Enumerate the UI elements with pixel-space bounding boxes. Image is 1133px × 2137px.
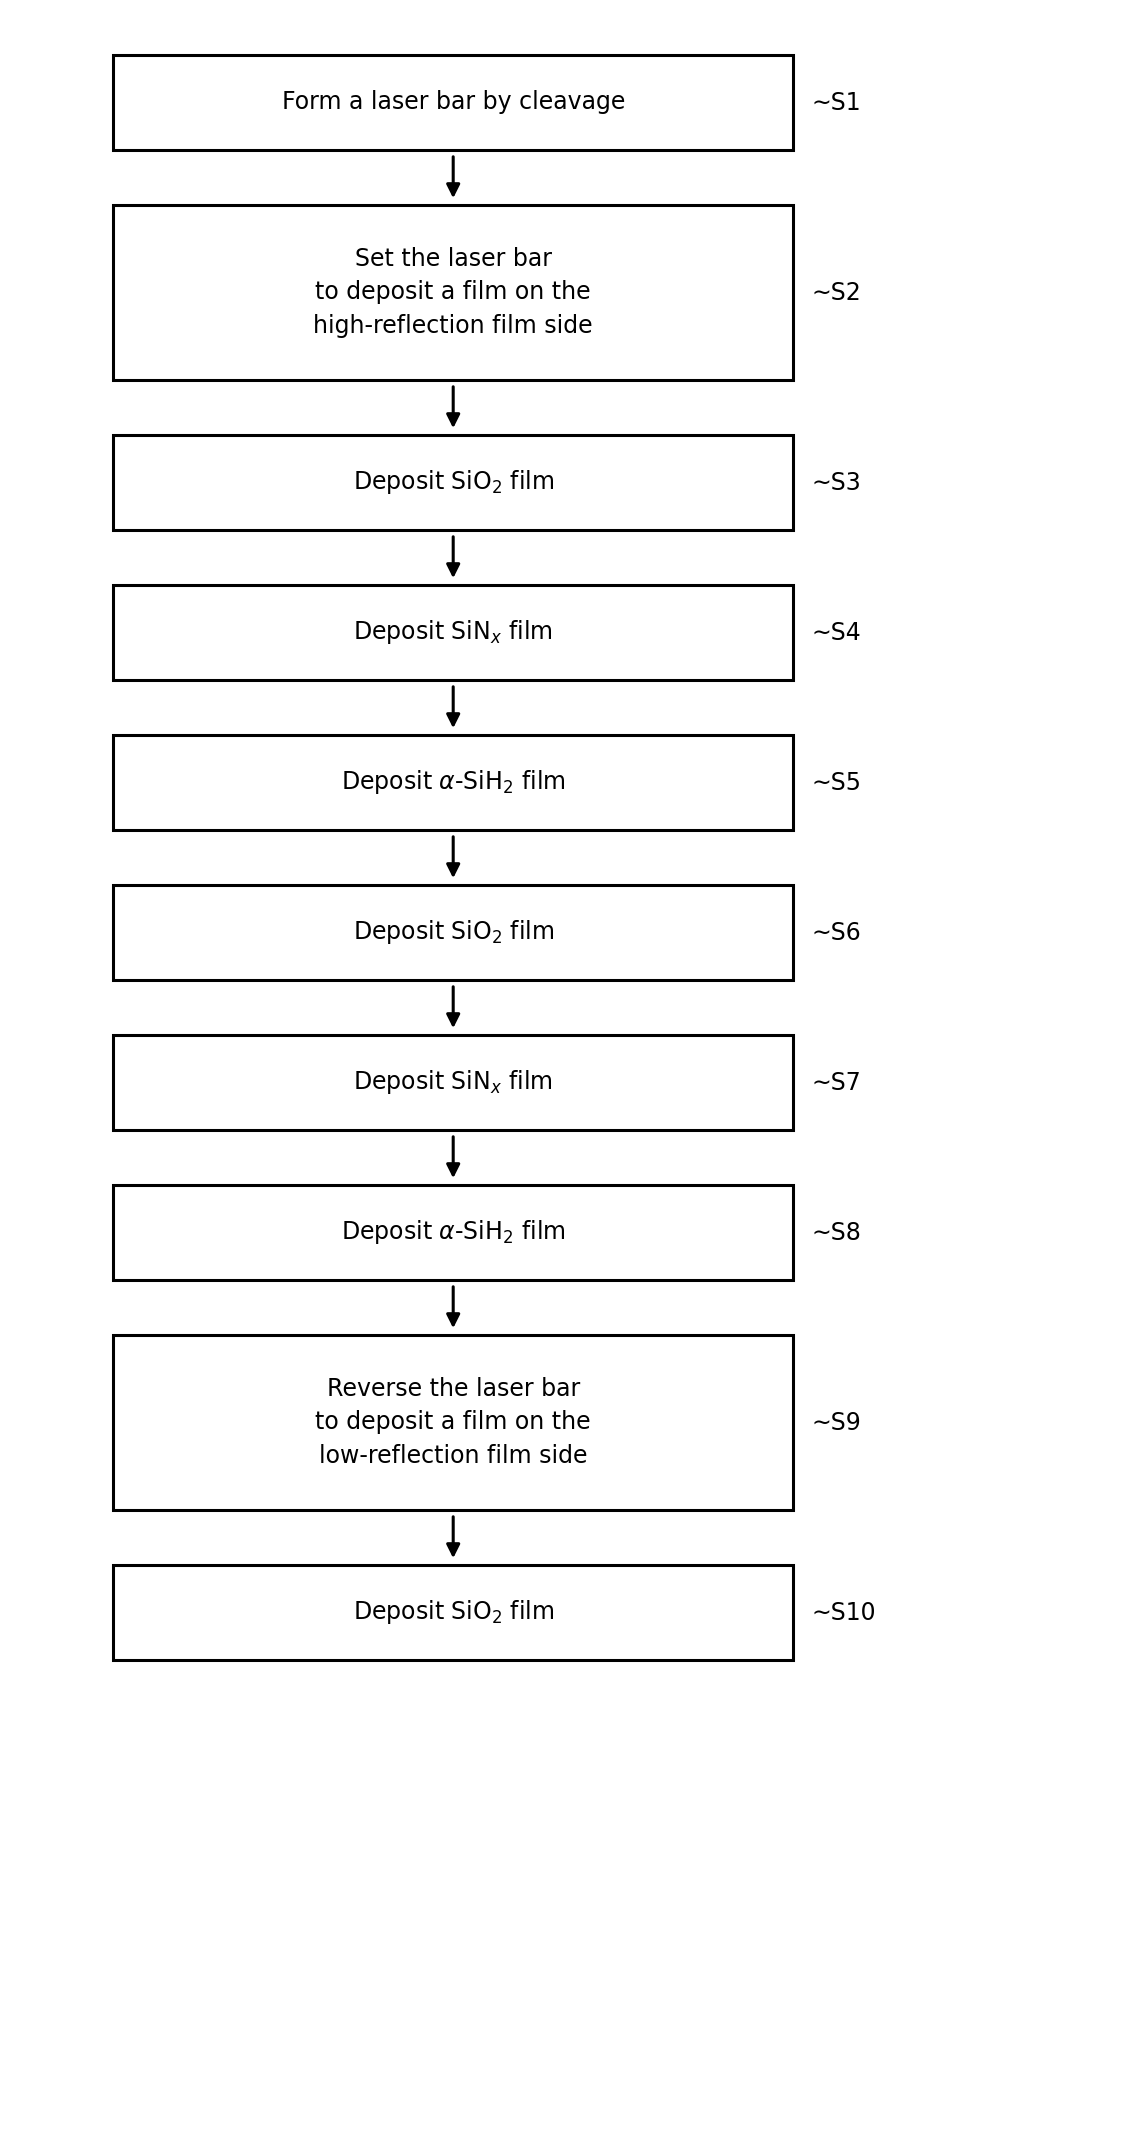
Bar: [113, 436, 793, 530]
Text: ∼S4: ∼S4: [811, 620, 861, 645]
Bar: [113, 735, 793, 829]
Text: Deposit SiN$_x$ film: Deposit SiN$_x$ film: [353, 618, 553, 648]
Text: Reverse the laser bar
to deposit a film on the
low-reflection film side: Reverse the laser bar to deposit a film …: [315, 1376, 591, 1468]
Bar: [113, 1564, 793, 1660]
Text: ∼S2: ∼S2: [811, 280, 861, 303]
Bar: [113, 56, 793, 150]
Bar: [113, 1034, 793, 1130]
Text: ∼S10: ∼S10: [811, 1601, 876, 1624]
Text: Set the laser bar
to deposit a film on the
high-reflection film side: Set the laser bar to deposit a film on t…: [314, 248, 593, 338]
Text: ∼S8: ∼S8: [811, 1220, 861, 1244]
Bar: [113, 1336, 793, 1511]
Text: ∼S6: ∼S6: [811, 921, 861, 945]
Bar: [113, 205, 793, 380]
Text: Deposit SiO$_2$ film: Deposit SiO$_2$ film: [352, 468, 554, 496]
Text: Deposit $\alpha$-SiH$_2$ film: Deposit $\alpha$-SiH$_2$ film: [341, 769, 565, 797]
Text: ∼S9: ∼S9: [811, 1410, 861, 1434]
Text: ∼S5: ∼S5: [811, 771, 861, 795]
Bar: [113, 885, 793, 981]
Text: Deposit SiO$_2$ film: Deposit SiO$_2$ film: [352, 1598, 554, 1626]
Text: Deposit $\alpha$-SiH$_2$ film: Deposit $\alpha$-SiH$_2$ film: [341, 1218, 565, 1246]
Text: ∼S3: ∼S3: [811, 470, 861, 494]
Text: Deposit SiN$_x$ film: Deposit SiN$_x$ film: [353, 1068, 553, 1096]
Text: Deposit SiO$_2$ film: Deposit SiO$_2$ film: [352, 919, 554, 947]
Text: ∼S1: ∼S1: [811, 90, 861, 115]
Text: Form a laser bar by cleavage: Form a laser bar by cleavage: [281, 90, 625, 115]
Bar: [113, 586, 793, 680]
Text: ∼S7: ∼S7: [811, 1071, 861, 1094]
Bar: [113, 1186, 793, 1280]
